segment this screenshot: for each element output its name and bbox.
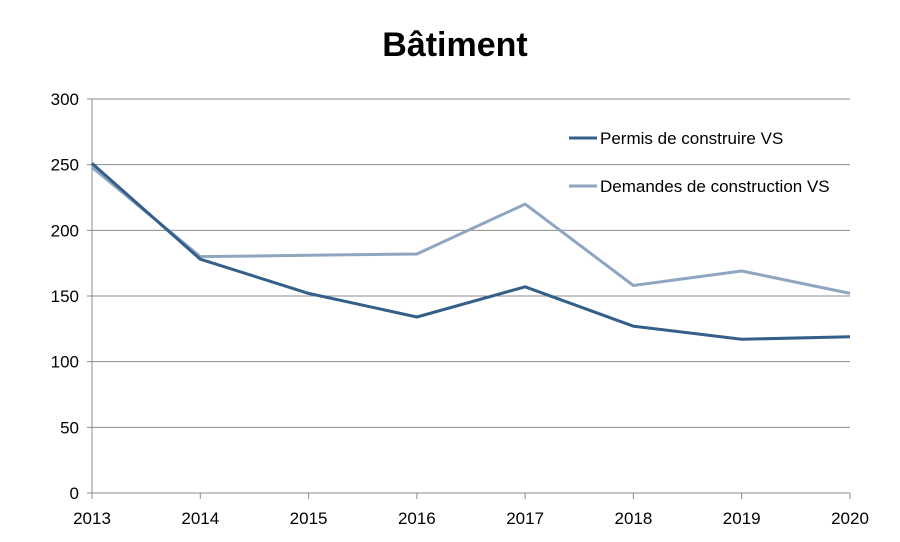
series-line-2 — [91, 166, 851, 295]
x-axis-ticks: 2013 2014 2015 2016 2017 2018 2019 2020 — [73, 493, 869, 528]
chart-title: Bâtiment — [382, 26, 527, 64]
y-tick-label: 250 — [51, 156, 79, 175]
legend-label-1: Permis de construire VS — [600, 129, 783, 148]
legend: Permis de construire VS Demandes de const… — [569, 129, 830, 196]
y-tick-label: 150 — [51, 287, 79, 306]
x-tick-label: 2018 — [615, 509, 653, 528]
y-tick-label: 300 — [51, 90, 79, 109]
x-tick-label: 2020 — [831, 509, 869, 528]
series-line-1 — [91, 162, 851, 341]
x-tick-label: 2015 — [290, 509, 328, 528]
series-lines — [91, 162, 851, 341]
x-tick-label: 2016 — [398, 509, 436, 528]
y-tick-label: 100 — [51, 353, 79, 372]
x-tick-label: 2019 — [723, 509, 761, 528]
y-axis-ticks: 0 50 100 150 200 250 300 — [51, 90, 92, 503]
y-tick-label: 0 — [70, 484, 79, 503]
legend-label-2: Demandes de construction VS — [600, 177, 830, 196]
x-tick-label: 2017 — [506, 509, 544, 528]
x-tick-label: 2014 — [181, 509, 219, 528]
x-tick-label: 2013 — [73, 509, 111, 528]
y-tick-label: 50 — [60, 418, 79, 437]
gridlines — [92, 98, 850, 428]
y-tick-label: 200 — [51, 221, 79, 240]
